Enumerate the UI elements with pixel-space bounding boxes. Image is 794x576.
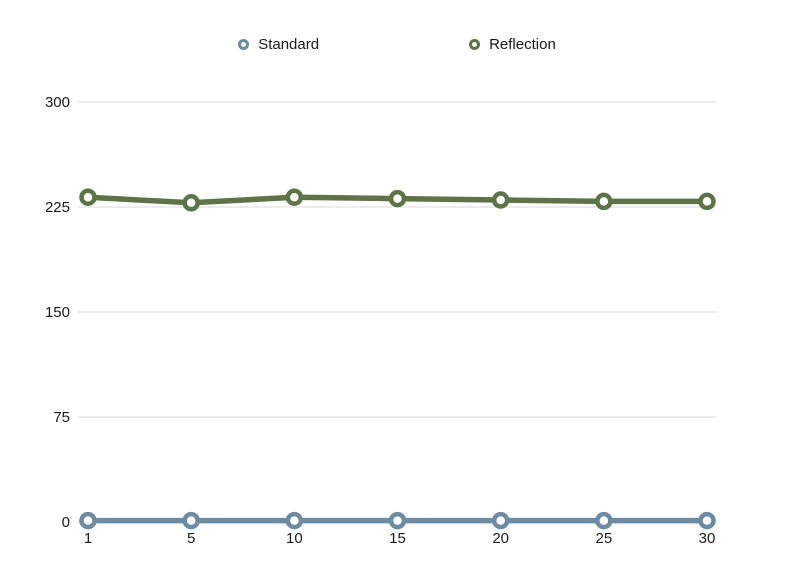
y-tick-label: 0 <box>62 514 70 531</box>
y-tick-label: 225 <box>45 199 70 216</box>
marker-standard <box>388 511 407 530</box>
legend-label-standard: Standard <box>258 36 320 53</box>
y-tick-label: 150 <box>45 304 70 321</box>
y-tick-label: 75 <box>53 409 70 426</box>
legend-marker-reflection-icon <box>469 39 481 50</box>
marker-reflection <box>182 194 200 212</box>
marker-standard <box>79 511 97 530</box>
marker-reflection <box>698 192 716 211</box>
marker-standard <box>491 511 510 530</box>
marker-reflection <box>388 189 407 208</box>
x-tick-label: 30 <box>699 530 716 547</box>
marker-reflection <box>79 188 97 206</box>
x-tick-label: 15 <box>389 530 406 547</box>
marker-reflection <box>285 188 304 206</box>
x-tick-label: 5 <box>187 530 195 547</box>
legend-item-reflection: Reflection <box>469 36 556 53</box>
marker-standard <box>182 511 200 530</box>
x-tick-label: 1 <box>84 530 92 547</box>
x-tick-label: 10 <box>286 530 303 547</box>
marker-reflection <box>595 192 613 211</box>
marker-reflection <box>491 191 510 209</box>
x-tick-label: 20 <box>492 530 509 547</box>
marker-standard <box>285 511 304 530</box>
y-tick-label: 300 <box>45 94 70 111</box>
legend-item-standard: Standard <box>238 36 319 53</box>
chart-legend: Standard Reflection <box>0 36 794 53</box>
legend-marker-standard-icon <box>238 39 250 50</box>
marker-standard <box>595 511 613 530</box>
marker-standard <box>698 511 716 530</box>
legend-label-reflection: Reflection <box>489 36 556 53</box>
x-tick-label: 25 <box>595 530 612 547</box>
